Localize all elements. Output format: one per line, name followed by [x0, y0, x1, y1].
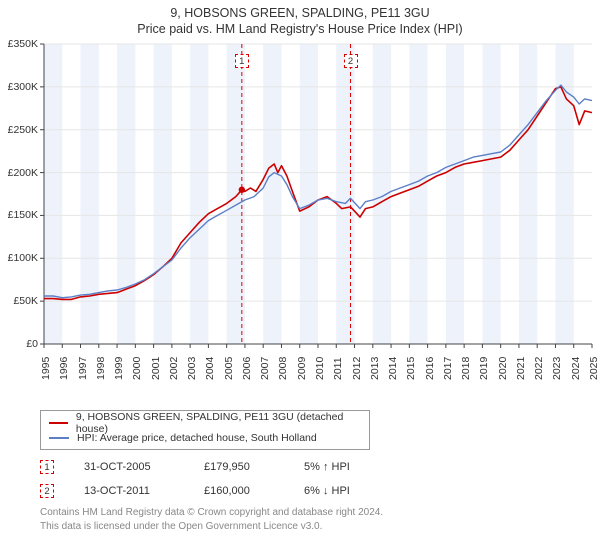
x-axis-label: 2024 [570, 357, 582, 380]
x-axis-label: 2006 [241, 357, 253, 380]
x-axis-label: 2008 [277, 357, 289, 380]
x-axis-label: 1996 [58, 357, 70, 380]
legend-item: HPI: Average price, detached house, Sout… [49, 430, 361, 445]
x-axis-label: 2014 [387, 357, 399, 380]
marker-delta: 5% ↑ HPI [304, 461, 350, 473]
marker-delta: 6% ↓ HPI [304, 485, 350, 497]
marker-date: 13-OCT-2011 [84, 485, 204, 497]
x-axis-label: 2012 [351, 357, 363, 380]
attribution-line: This data is licensed under the Open Gov… [40, 520, 600, 534]
chart-marker-2: 2 [344, 54, 358, 68]
x-axis-label: 1999 [113, 357, 125, 380]
x-axis-label: 2005 [223, 357, 235, 380]
y-axis-label: £300K [2, 81, 38, 93]
x-axis-label: 2018 [460, 357, 472, 380]
marker-price: £179,950 [204, 461, 304, 473]
page-subtitle: Price paid vs. HM Land Registry's House … [0, 22, 600, 36]
y-axis-label: £100K [2, 252, 38, 264]
x-axis-label: 2016 [424, 357, 436, 380]
attribution: Contains HM Land Registry data © Crown c… [40, 506, 600, 533]
marker-row: 2 13-OCT-2011£160,0006% ↓ HPI [40, 482, 600, 500]
x-axis-label: 2023 [551, 357, 563, 380]
x-axis-label: 2009 [296, 357, 308, 380]
x-axis-label: 2004 [204, 357, 216, 380]
marker-number: 1 [40, 460, 54, 474]
legend: 9, HOBSONS GREEN, SPALDING, PE11 3GU (de… [40, 410, 370, 450]
price-chart: £0 £50K £100K £150K £200K £250K £300K £350K 1995… [0, 36, 600, 404]
x-axis-label: 2022 [533, 357, 545, 380]
x-axis-label: 2002 [168, 357, 180, 380]
x-axis-label: 2007 [259, 357, 271, 380]
x-axis-label: 2021 [515, 357, 527, 380]
marker-date: 31-OCT-2005 [84, 461, 204, 473]
x-axis-label: 2011 [332, 357, 344, 380]
chart-marker-1: 1 [235, 54, 249, 68]
x-axis-label: 2013 [369, 357, 381, 380]
marker-number: 2 [40, 484, 54, 498]
x-axis-label: 2003 [186, 357, 198, 380]
marker-row: 1 31-OCT-2005£179,9505% ↑ HPI [40, 458, 600, 476]
x-axis-label: 2017 [442, 357, 454, 380]
x-axis-label: 2001 [150, 357, 162, 380]
legend-swatch [49, 422, 68, 424]
page-title: 9, HOBSONS GREEN, SPALDING, PE11 3GU [0, 6, 600, 20]
x-axis-label: 2019 [478, 357, 490, 380]
x-axis-label: 2020 [497, 357, 509, 380]
attribution-line: Contains HM Land Registry data © Crown c… [40, 506, 600, 520]
x-axis-label: 2025 [588, 357, 600, 380]
x-axis-label: 1998 [95, 357, 107, 380]
y-axis-label: £350K [2, 38, 38, 50]
y-axis-label: £50K [2, 295, 38, 307]
y-axis-label: £0 [2, 338, 38, 350]
y-axis-label: £150K [2, 209, 38, 221]
x-axis-label: 2010 [314, 357, 326, 380]
x-axis-label: 1997 [77, 357, 89, 380]
legend-swatch [49, 437, 69, 439]
legend-item: 9, HOBSONS GREEN, SPALDING, PE11 3GU (de… [49, 415, 361, 430]
x-axis-label: 2000 [131, 357, 143, 380]
marker-table: 1 31-OCT-2005£179,9505% ↑ HPI 2 13-OCT-2011… [40, 458, 600, 500]
y-axis-label: £200K [2, 167, 38, 179]
x-axis-label: 1995 [40, 357, 52, 380]
legend-label: HPI: Average price, detached house, Sout… [77, 432, 317, 444]
x-axis-label: 2015 [405, 357, 417, 380]
y-axis-label: £250K [2, 124, 38, 136]
marker-price: £160,000 [204, 485, 304, 497]
